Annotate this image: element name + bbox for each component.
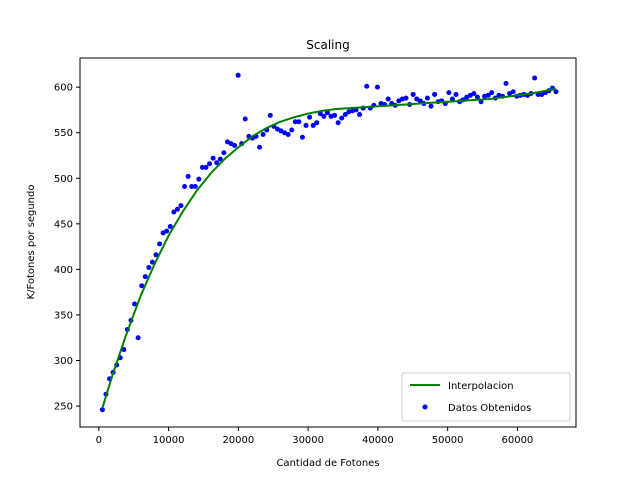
data-point [471, 91, 477, 97]
data-point [310, 122, 316, 128]
interpolation-line [101, 87, 557, 409]
data-point [285, 132, 291, 138]
data-point [182, 183, 188, 189]
x-tick-label: 50000 [432, 435, 464, 446]
data-point [199, 164, 205, 170]
data-point [157, 241, 163, 247]
data-point [289, 127, 295, 133]
data-point [132, 301, 138, 307]
chart-title: Scaling [306, 38, 349, 52]
data-point [307, 114, 313, 120]
data-point [235, 72, 241, 78]
data-point [210, 155, 216, 161]
data-point [207, 161, 213, 167]
y-tick-label: 400 [54, 265, 73, 276]
data-point [214, 160, 220, 166]
data-point [142, 274, 148, 280]
y-tick-label: 450 [54, 219, 73, 230]
plot-frame [79, 57, 577, 428]
data-point [149, 259, 155, 265]
data-point [189, 183, 195, 189]
data-point [453, 91, 459, 97]
data-point [164, 228, 170, 234]
data-point [139, 283, 145, 289]
y-axis-label: K/Fotones por segundo [26, 185, 37, 300]
data-point [339, 115, 345, 121]
data-point [428, 103, 434, 109]
data-point [314, 120, 320, 126]
data-point [299, 134, 305, 140]
data-point [485, 92, 491, 98]
data-point [474, 94, 480, 100]
data-point [449, 96, 455, 102]
data-point [192, 183, 198, 189]
legend-dot-swatch [422, 404, 428, 410]
data-point [135, 335, 141, 341]
data-point [553, 89, 559, 95]
data-point [321, 113, 327, 119]
data-point [403, 95, 409, 101]
x-tick-label: 10000 [153, 435, 185, 446]
data-point [167, 224, 173, 230]
data-point [303, 122, 309, 128]
data-point [178, 203, 184, 209]
y-tick-label: 600 [54, 83, 73, 94]
data-point [153, 252, 159, 258]
data-point [385, 96, 391, 102]
x-axis-label: Cantidad de Fotones [276, 458, 379, 469]
data-point [489, 90, 495, 96]
data-point [217, 156, 223, 162]
data-point [342, 111, 348, 117]
x-tick-label: 0 [96, 435, 102, 446]
data-point [432, 91, 438, 97]
data-point [510, 89, 516, 95]
legend-box [401, 372, 571, 422]
data-point [335, 120, 341, 126]
data-point [221, 150, 227, 156]
data-point [203, 164, 209, 170]
data-point [364, 83, 370, 89]
data-point [296, 119, 302, 125]
data-point [257, 144, 263, 150]
data-point [260, 132, 266, 138]
data-point [417, 98, 423, 104]
data-point [446, 90, 452, 96]
data-point [503, 81, 509, 87]
y-tick-label: 250 [54, 402, 73, 413]
x-tick-label: 20000 [222, 435, 254, 446]
data-point [324, 110, 330, 116]
data-point [292, 119, 298, 125]
data-point [332, 112, 338, 118]
data-point [171, 209, 177, 215]
y-tick-label: 300 [54, 356, 73, 367]
data-point [185, 173, 191, 179]
data-point [146, 265, 152, 271]
data-point [410, 91, 416, 97]
data-point [532, 75, 538, 81]
y-tick-label: 350 [54, 310, 73, 321]
data-point [232, 142, 238, 148]
data-point [242, 116, 248, 122]
data-point [174, 206, 180, 212]
x-tick-label: 60000 [501, 435, 533, 446]
y-tick-label: 550 [54, 128, 73, 139]
x-tick-label: 30000 [292, 435, 324, 446]
y-tick-label: 500 [54, 174, 73, 185]
data-point [424, 95, 430, 101]
data-point [196, 176, 202, 182]
data-point [357, 111, 363, 117]
legend-label-interpolacion: Interpolacion [448, 381, 514, 392]
data-point [99, 407, 105, 413]
legend: Interpolacion Datos Obtenidos [401, 372, 571, 422]
data-point [374, 84, 380, 90]
legend-label-datos: Datos Obtenidos [448, 403, 531, 414]
x-tick-label: 40000 [362, 435, 394, 446]
data-point [267, 112, 273, 118]
